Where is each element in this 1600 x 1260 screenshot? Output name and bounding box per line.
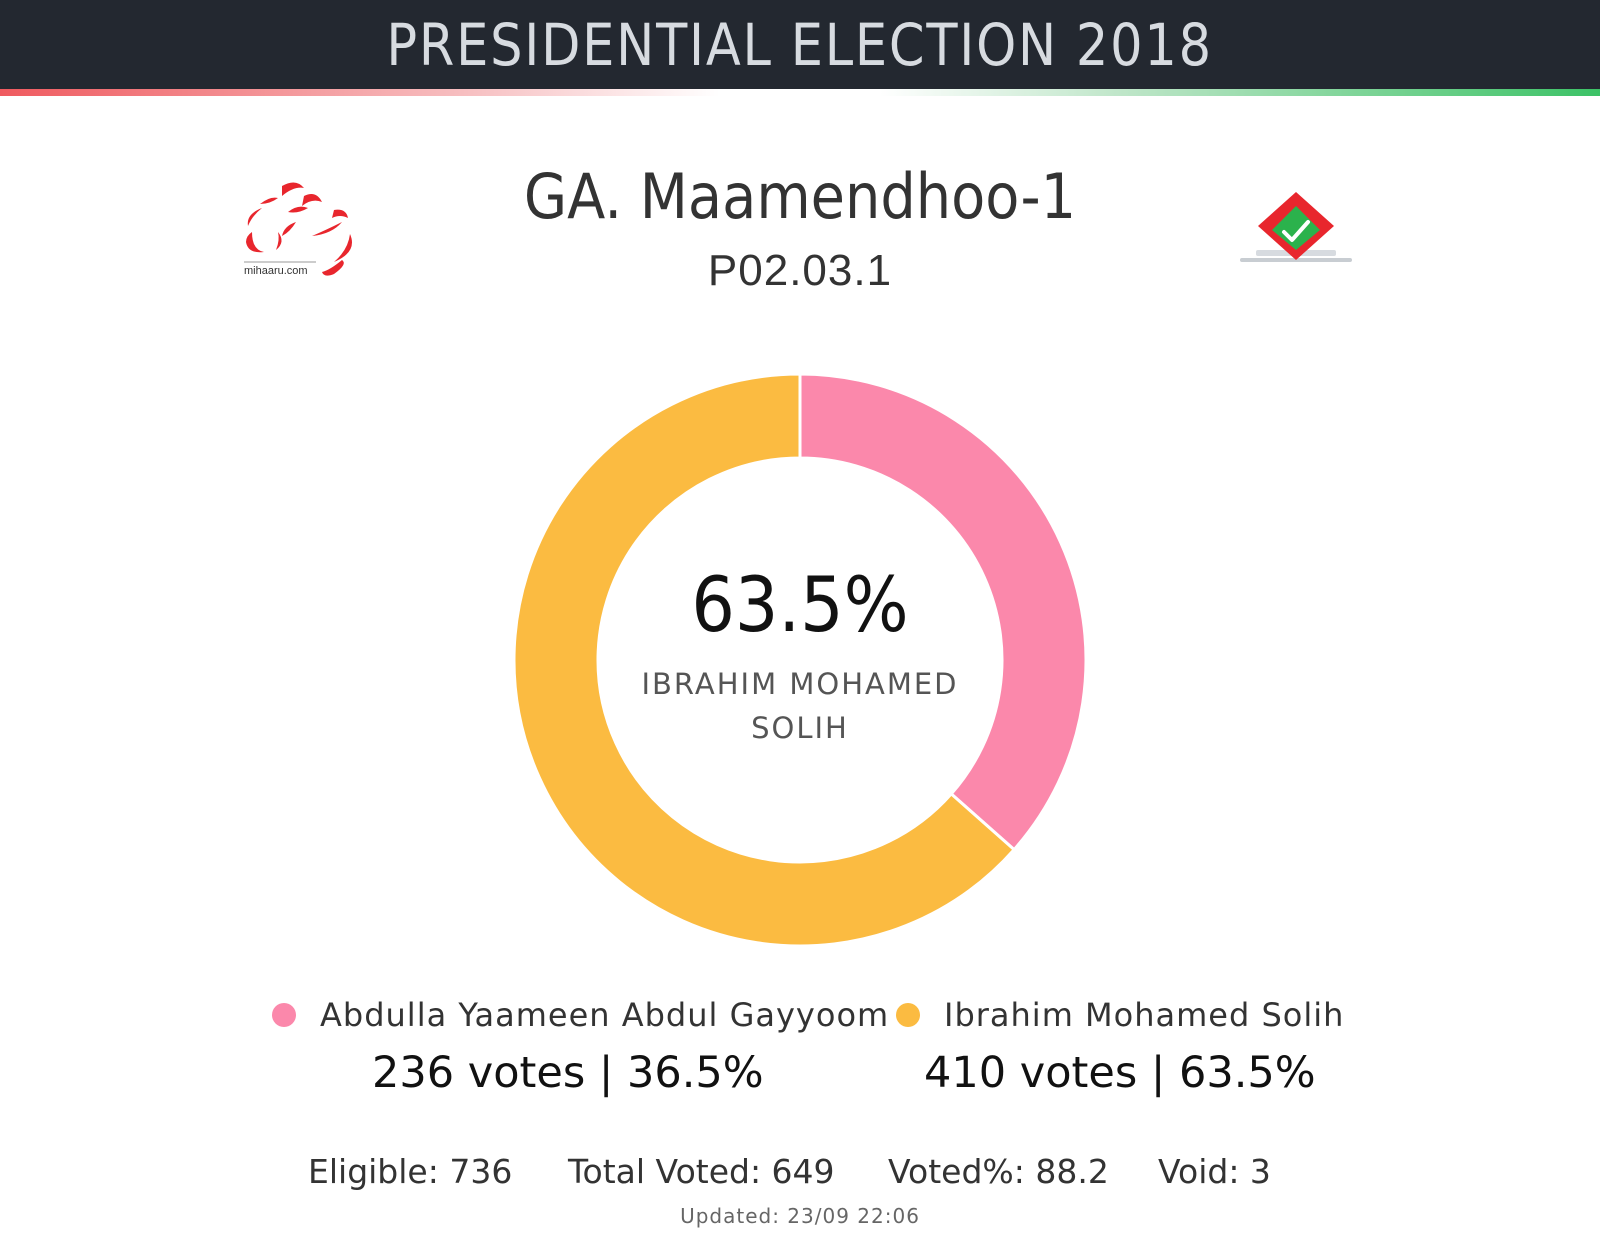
- page-title: PRESIDENTIAL ELECTION 2018: [386, 10, 1214, 79]
- mihaaru-logo-icon: mihaaru.com: [244, 182, 352, 277]
- legend-item-yaameen: Abdulla Yaameen Abdul Gayyoom 236 votes …: [272, 996, 888, 1098]
- legend-dot-pink: [272, 1003, 296, 1027]
- stats-row: Eligible: 736 Total Voted: 649 Voted%: 8…: [0, 1152, 1600, 1196]
- updated-timestamp: Updated: 23/09 22:06: [680, 1204, 920, 1228]
- stat-void: Void: 3: [1158, 1152, 1271, 1191]
- winner-name: IBRAHIM MOHAMED SOLIH: [641, 667, 959, 745]
- stat-total-voted: Total Voted: 649: [568, 1152, 835, 1191]
- mihaaru-logo-text: mihaaru.com: [244, 265, 308, 277]
- header-bar: PRESIDENTIAL ELECTION 2018: [0, 0, 1600, 89]
- winner-percent: 63.5%: [691, 560, 909, 649]
- stat-voted-percent: Voted%: 88.2: [888, 1152, 1109, 1191]
- donut-chart: [512, 372, 1088, 948]
- legend-votes: 410 votes | 63.5%: [924, 1048, 1316, 1098]
- legend-name: Ibrahim Mohamed Solih: [944, 996, 1345, 1034]
- constituency-code: P02.03.1: [707, 246, 893, 295]
- donut-slice-0: [798, 372, 1088, 852]
- legend-dot-yellow: [896, 1003, 920, 1027]
- constituency-name: GA. Maamendhoo-1: [523, 160, 1077, 233]
- legend-item-solih: Ibrahim Mohamed Solih 410 votes | 63.5%: [896, 996, 1496, 1098]
- stat-eligible: Eligible: 736: [308, 1152, 513, 1191]
- ballot-box-icon: [1240, 192, 1352, 262]
- legend-name: Abdulla Yaameen Abdul Gayyoom: [320, 996, 890, 1034]
- donut-slice-1: [512, 372, 1017, 948]
- legend-votes: 236 votes | 36.5%: [372, 1048, 764, 1098]
- accent-bar: [0, 89, 1600, 96]
